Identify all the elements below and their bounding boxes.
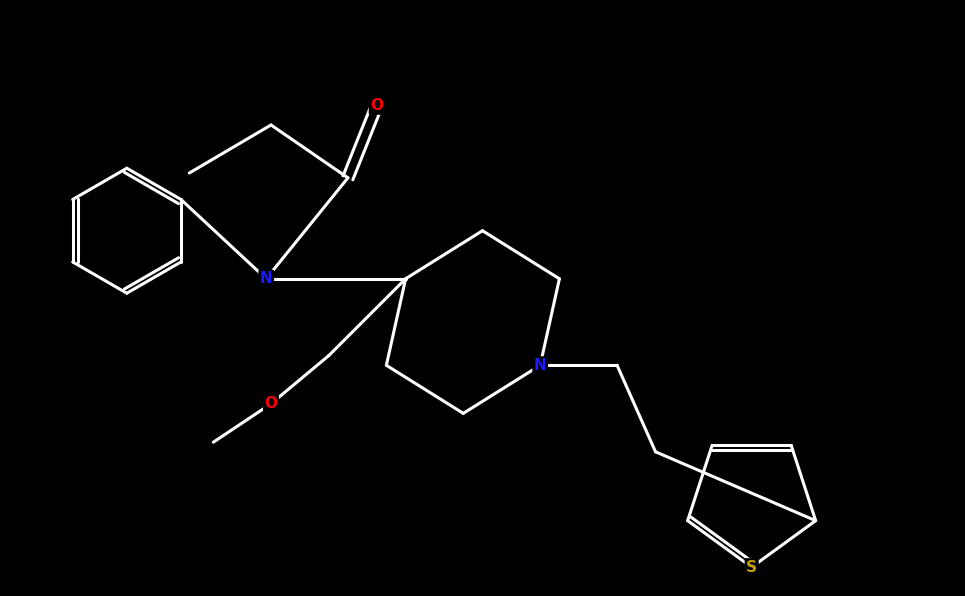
Text: O: O <box>264 396 278 411</box>
Text: S: S <box>746 560 758 575</box>
Text: N: N <box>534 358 546 372</box>
Text: O: O <box>371 98 383 113</box>
Text: N: N <box>260 271 272 286</box>
